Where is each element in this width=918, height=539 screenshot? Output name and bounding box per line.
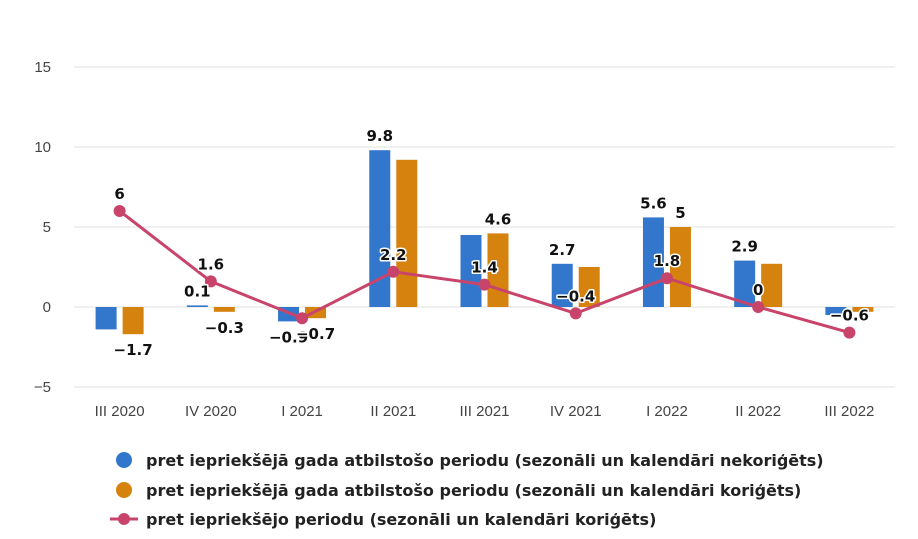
line-point[interactable] <box>843 326 856 339</box>
line-point[interactable] <box>752 301 765 313</box>
x-tick-label: I 2022 <box>646 403 688 420</box>
line-point[interactable] <box>569 307 582 320</box>
line-data-label: 2.2 <box>380 246 407 264</box>
x-tick-label: IV 2021 <box>550 403 602 420</box>
legend-marker <box>118 513 130 525</box>
bar-data-label: 9.8 <box>366 127 393 145</box>
legend-label: pret iepriekšējā gada atbilstošo periodu… <box>146 451 824 470</box>
x-tick-label: IV 2020 <box>185 403 237 420</box>
line-data-label: 6 <box>114 185 124 203</box>
bar[interactable] <box>825 307 847 315</box>
bar-data-label: 2.9 <box>731 238 758 256</box>
line-data-label: 0 <box>753 281 763 299</box>
bar[interactable] <box>734 260 756 307</box>
y-tick-label: −5 <box>34 379 51 396</box>
x-tick-label: II 2021 <box>370 403 416 420</box>
data-labels: 0.1 −0.9 9.8 2.7 5.6 2.9 −1.7 −0.3 −0.7 4.6 5 6 1.6 2… <box>112 126 870 361</box>
x-tick-label: III 2020 <box>95 403 145 420</box>
bar[interactable] <box>761 263 783 307</box>
line-data-label: 1.8 <box>654 252 681 270</box>
line-point[interactable] <box>204 275 217 288</box>
bar-data-label: −0.9 <box>269 328 308 346</box>
y-tick-label: 0 <box>43 299 51 316</box>
line-point[interactable] <box>113 205 126 217</box>
line-point[interactable] <box>296 312 309 325</box>
bar-data-label: −0.3 <box>205 319 244 337</box>
bar-layer <box>95 150 874 335</box>
bar-data-label: 4.6 <box>485 210 512 228</box>
line-point[interactable] <box>387 265 400 278</box>
x-tick-label: II 2022 <box>735 403 781 420</box>
bar[interactable] <box>578 267 600 307</box>
bar[interactable] <box>369 150 391 307</box>
bar[interactable] <box>122 307 144 335</box>
y-tick-label: 10 <box>34 139 51 156</box>
bar[interactable] <box>95 307 117 330</box>
x-tick-label: III 2022 <box>824 403 874 420</box>
legend-marker <box>116 482 132 498</box>
legend-item[interactable]: pret iepriekšējo periodu (sezonāli un ka… <box>110 510 656 529</box>
bar-data-label: 5.6 <box>640 194 667 212</box>
line-point[interactable] <box>660 272 673 285</box>
bar-data-label: 0.1 <box>184 282 211 300</box>
legend-label: pret iepriekšējā gada atbilstošo periodu… <box>146 481 801 500</box>
legend-item[interactable]: pret iepriekšējā gada atbilstošo periodu… <box>116 451 824 470</box>
line-data-label: −0.4 <box>556 287 595 305</box>
bar[interactable] <box>186 305 208 307</box>
bar-data-label: 5 <box>675 204 685 222</box>
bar[interactable] <box>669 227 691 307</box>
bar[interactable] <box>396 159 418 307</box>
y-tick-label: 5 <box>43 219 51 236</box>
x-tick-label: III 2021 <box>459 403 509 420</box>
line-data-label: 1.6 <box>198 255 225 273</box>
bar-data-label: 2.7 <box>549 241 576 259</box>
y-axis-ticks: −5 0 5 10 15 <box>34 59 51 396</box>
bar[interactable] <box>852 307 874 312</box>
bar-data-label: −1.7 <box>114 341 153 359</box>
legend[interactable]: pret iepriekšējā gada atbilstošo periodu… <box>110 451 824 529</box>
bar[interactable] <box>460 235 482 307</box>
legend-item[interactable]: pret iepriekšējā gada atbilstošo periodu… <box>116 481 801 500</box>
line-point[interactable] <box>478 278 491 291</box>
bar[interactable] <box>213 307 235 312</box>
bar[interactable] <box>551 263 573 307</box>
bar-data-label: −0.7 <box>296 325 335 343</box>
line-data-label: 1.4 <box>471 259 498 277</box>
line-data-label: −0.6 <box>830 307 869 325</box>
y-tick-label: 15 <box>34 59 51 76</box>
legend-marker <box>116 452 132 468</box>
x-tick-label: I 2021 <box>281 403 323 420</box>
x-axis-ticks: III 2020 IV 2020 I 2021 II 2021 III 2021 IV 2… <box>95 403 875 420</box>
legend-label: pret iepriekšējo periodu (sezonāli un ka… <box>146 510 656 529</box>
line-layer <box>113 205 856 339</box>
